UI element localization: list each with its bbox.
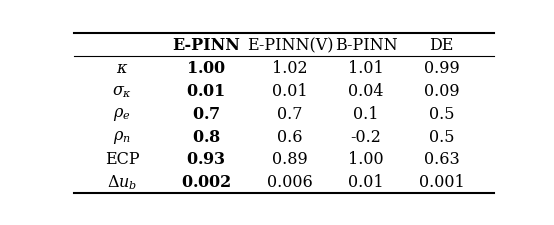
Text: 1.01: 1.01 [348,60,384,76]
Text: 0.5: 0.5 [429,128,454,145]
Text: $\rho_n$: $\rho_n$ [113,128,131,145]
Text: B-PINN: B-PINN [335,37,397,54]
Text: $\mathbf{0.01}$: $\mathbf{0.01}$ [186,82,226,99]
Text: 0.63: 0.63 [424,151,460,168]
Text: $\kappa$: $\kappa$ [116,60,128,76]
Text: 0.6: 0.6 [278,128,303,145]
Text: ECP: ECP [105,151,139,168]
Text: $\rho_e$: $\rho_e$ [113,105,131,122]
Text: 0.1: 0.1 [353,105,379,122]
Text: 0.006: 0.006 [268,173,313,190]
Text: $\mathbf{0.7}$: $\mathbf{0.7}$ [192,105,220,122]
Text: -0.2: -0.2 [351,128,381,145]
Text: 0.04: 0.04 [348,82,384,99]
Text: $\mathbf{0.93}$: $\mathbf{0.93}$ [186,151,226,168]
Text: 0.01: 0.01 [273,82,308,99]
Text: $\mathbf{0.8}$: $\mathbf{0.8}$ [192,128,220,145]
Text: DE: DE [429,37,454,54]
Text: 1.00: 1.00 [348,151,384,168]
Text: E-PINN: E-PINN [172,37,240,54]
Text: $\mathbf{0.002}$: $\mathbf{0.002}$ [181,173,232,190]
Text: 0.001: 0.001 [419,173,465,190]
Text: $\Delta u_b$: $\Delta u_b$ [107,173,137,191]
Text: $\mathbf{1.00}$: $\mathbf{1.00}$ [186,60,226,76]
Text: $\sigma_{\kappa}$: $\sigma_{\kappa}$ [112,82,132,99]
Text: 0.7: 0.7 [278,105,303,122]
Text: 0.99: 0.99 [424,60,460,76]
Text: 0.5: 0.5 [429,105,454,122]
Text: 0.01: 0.01 [348,173,384,190]
Text: 0.09: 0.09 [424,82,459,99]
Text: 0.89: 0.89 [273,151,308,168]
Text: 1.02: 1.02 [273,60,308,76]
Text: E-PINN(V): E-PINN(V) [247,37,334,54]
